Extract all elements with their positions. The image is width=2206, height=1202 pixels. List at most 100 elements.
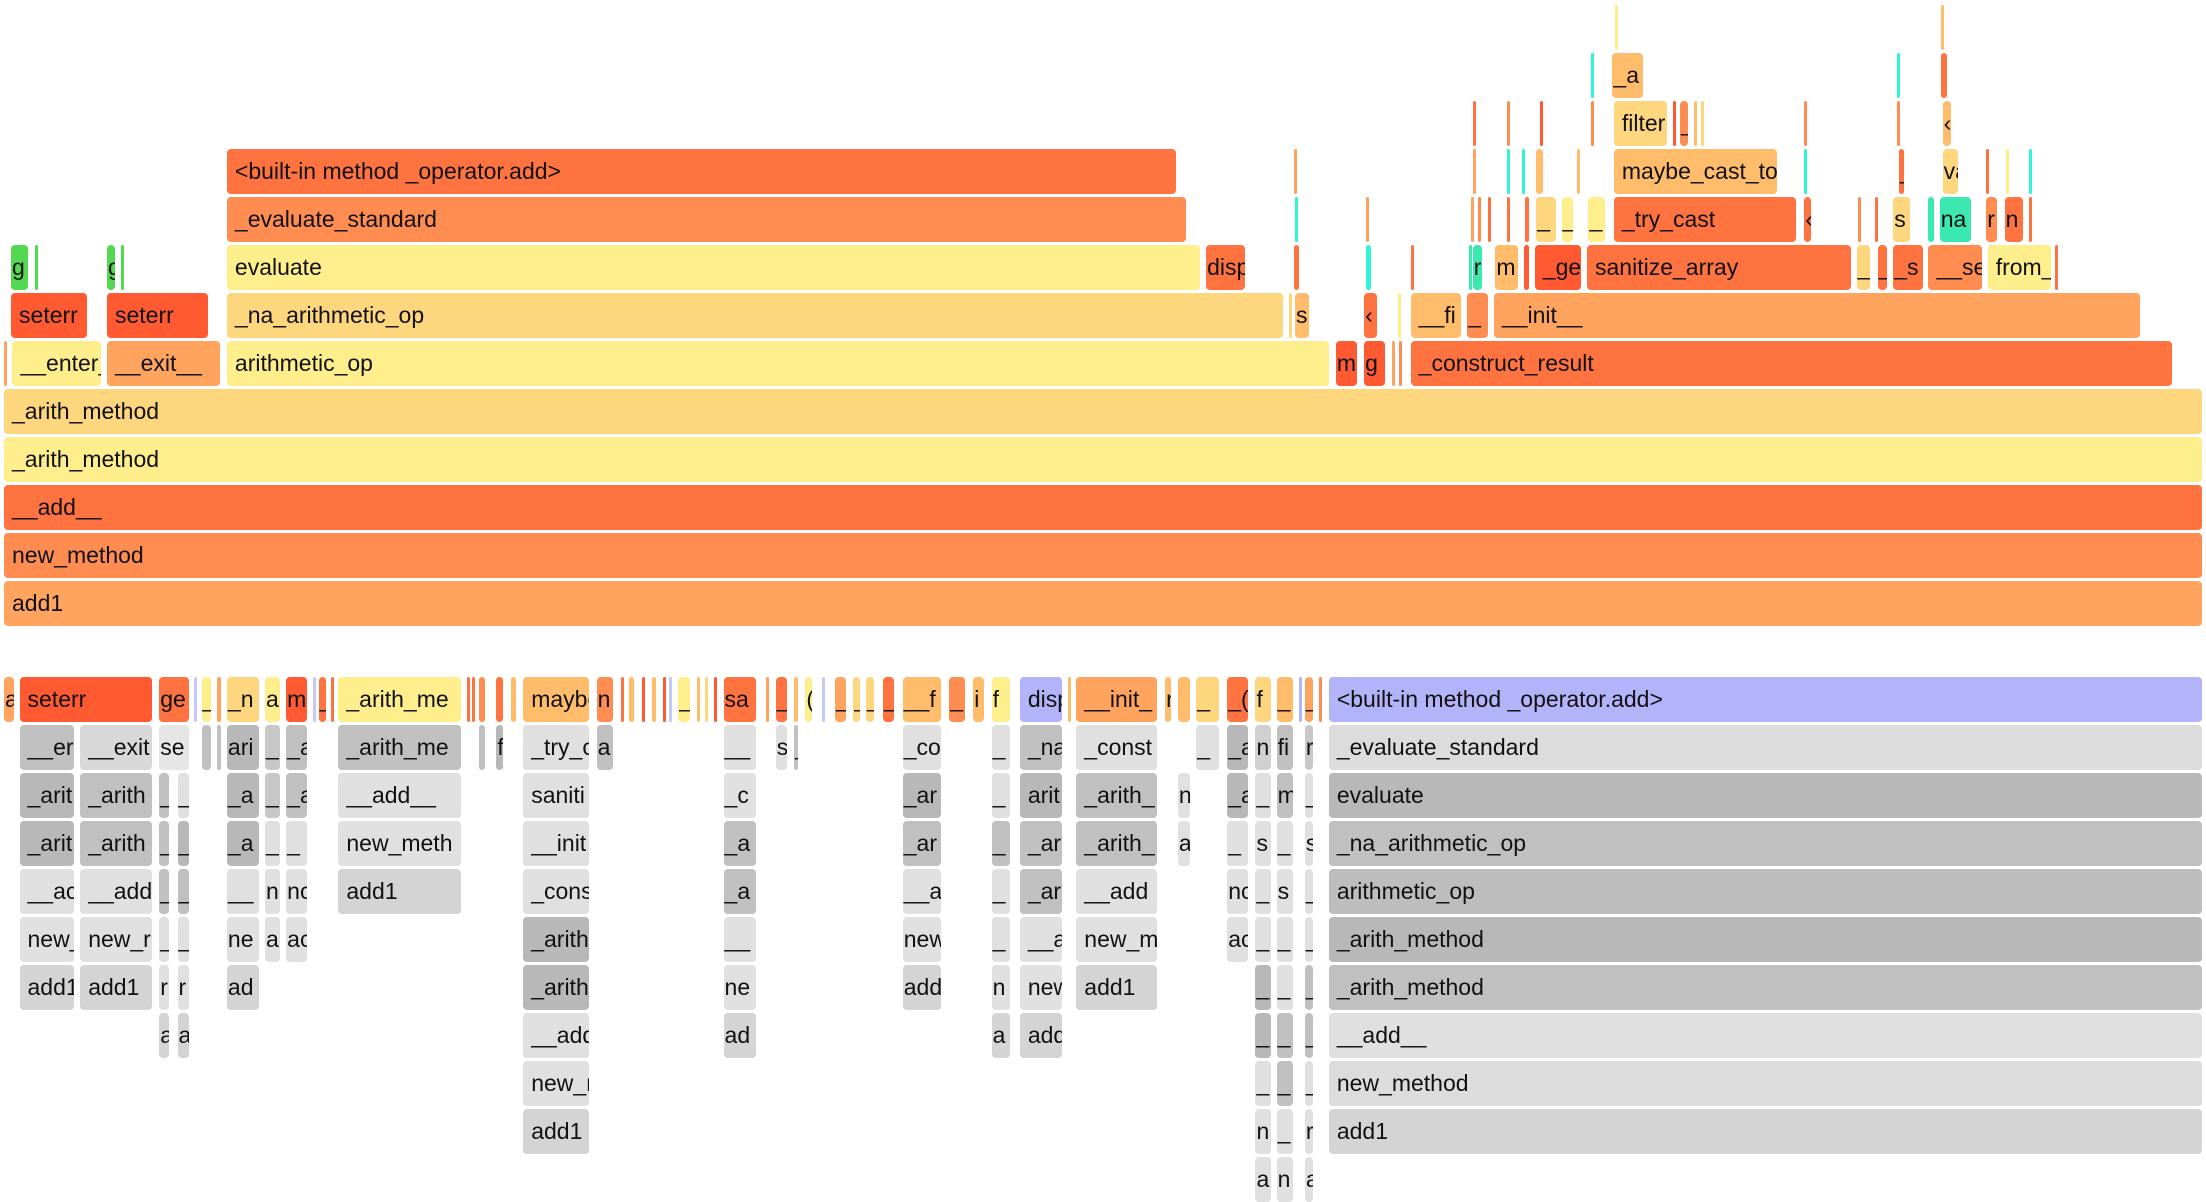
- bottom-frame[interactable]: add1: [1076, 965, 1157, 1010]
- top-frame[interactable]: _a: [1612, 53, 1644, 98]
- bottom-frame[interactable]: fi: [1276, 725, 1294, 770]
- bottom-frame[interactable]: [194, 677, 198, 722]
- top-frame[interactable]: from_: [1987, 245, 2052, 290]
- bottom-frame[interactable]: a: [265, 917, 281, 962]
- bottom-frame[interactable]: r: [1304, 725, 1314, 770]
- bottom-frame[interactable]: __a: [1019, 917, 1062, 962]
- top-frame[interactable]: _: [1680, 101, 1689, 146]
- bottom-frame[interactable]: _: [265, 725, 281, 770]
- bottom-frame[interactable]: __f: [902, 677, 941, 722]
- bottom-frame[interactable]: __ac: [19, 869, 75, 914]
- bottom-frame[interactable]: _a: [286, 773, 308, 818]
- bottom-frame[interactable]: _: [1227, 821, 1249, 866]
- bottom-frame[interactable]: _: [177, 821, 189, 866]
- bottom-frame[interactable]: _n: [226, 677, 260, 722]
- bottom-frame[interactable]: nc: [1227, 869, 1249, 914]
- bottom-frame[interactable]: _: [1304, 965, 1314, 1010]
- top-frame[interactable]: [1673, 101, 1677, 146]
- top-frame[interactable]: m: [1335, 341, 1357, 386]
- top-frame[interactable]: ‹: [1804, 197, 1812, 242]
- bottom-frame[interactable]: _: [866, 677, 875, 722]
- bottom-frame[interactable]: _a: [1227, 773, 1249, 818]
- bottom-frame[interactable]: _arith: [80, 821, 152, 866]
- bottom-frame[interactable]: ac: [286, 917, 308, 962]
- top-frame[interactable]: [1577, 149, 1581, 194]
- bottom-frame[interactable]: [217, 725, 222, 770]
- top-frame[interactable]: [1289, 293, 1293, 338]
- bottom-frame[interactable]: _(: [1227, 677, 1249, 722]
- bottom-frame[interactable]: _arith_: [1076, 821, 1157, 866]
- bottom-frame[interactable]: _: [991, 869, 1010, 914]
- top-frame[interactable]: [35, 245, 39, 290]
- bottom-frame[interactable]: [1067, 677, 1071, 722]
- bottom-frame[interactable]: _: [1276, 917, 1294, 962]
- bottom-frame[interactable]: _: [159, 821, 169, 866]
- top-frame[interactable]: filter: [1613, 101, 1668, 146]
- bottom-frame[interactable]: _na_arithmetic_op: [1328, 821, 2202, 866]
- top-frame[interactable]: _s: [1893, 245, 1923, 290]
- bottom-frame[interactable]: _a: [286, 725, 308, 770]
- bottom-frame[interactable]: __: [723, 725, 756, 770]
- top-frame[interactable]: [1591, 101, 1595, 146]
- bottom-frame[interactable]: add1: [523, 1109, 590, 1154]
- bottom-frame[interactable]: _ar: [1019, 869, 1062, 914]
- bottom-frame[interactable]: _: [1304, 917, 1314, 962]
- bottom-frame[interactable]: arithmetic_op: [1328, 869, 2202, 914]
- top-frame[interactable]: _arith_method: [4, 437, 2202, 482]
- bottom-frame[interactable]: n: [1255, 1109, 1271, 1154]
- bottom-frame[interactable]: ad: [723, 1013, 756, 1058]
- bottom-frame[interactable]: __exit: [80, 725, 152, 770]
- bottom-frame[interactable]: _: [177, 869, 189, 914]
- bottom-frame[interactable]: _: [1276, 965, 1294, 1010]
- bottom-frame[interactable]: se: [159, 725, 189, 770]
- bottom-frame[interactable]: f: [1255, 677, 1271, 722]
- bottom-frame[interactable]: [822, 677, 826, 722]
- bottom-frame[interactable]: ne: [226, 917, 260, 962]
- top-frame[interactable]: na: [1939, 197, 1971, 242]
- bottom-frame[interactable]: __init: [523, 821, 590, 866]
- bottom-frame[interactable]: _: [1255, 869, 1271, 914]
- bottom-frame[interactable]: _arit: [19, 821, 75, 866]
- bottom-frame[interactable]: ge: [159, 677, 189, 722]
- bottom-frame[interactable]: _arith_method: [1328, 965, 2202, 1010]
- bottom-frame[interactable]: (: [805, 677, 813, 722]
- bottom-frame[interactable]: __add: [80, 869, 152, 914]
- bottom-frame[interactable]: a: [4, 677, 14, 722]
- top-frame[interactable]: __enter__: [12, 341, 102, 386]
- bottom-frame[interactable]: _arith: [523, 917, 590, 962]
- top-frame[interactable]: evaluate: [226, 245, 1201, 290]
- top-frame[interactable]: _ge: [1534, 245, 1582, 290]
- top-frame[interactable]: sanitize_array: [1587, 245, 1851, 290]
- bottom-frame[interactable]: _: [991, 821, 1010, 866]
- bottom-frame[interactable]: m: [286, 677, 308, 722]
- bottom-frame[interactable]: [705, 677, 709, 722]
- bottom-frame[interactable]: _: [1276, 1013, 1294, 1058]
- bottom-frame[interactable]: _: [678, 677, 690, 722]
- top-frame[interactable]: [1874, 197, 1878, 242]
- bottom-frame[interactable]: _na: [1019, 725, 1062, 770]
- top-frame[interactable]: [1897, 101, 1901, 146]
- bottom-frame[interactable]: __add: [523, 1013, 590, 1058]
- bottom-frame[interactable]: _a: [226, 773, 260, 818]
- top-frame[interactable]: arithmetic_op: [226, 341, 1329, 386]
- bottom-frame[interactable]: m: [1276, 773, 1294, 818]
- top-frame[interactable]: s: [1294, 293, 1309, 338]
- top-frame[interactable]: new_method: [4, 533, 2202, 578]
- bottom-frame[interactable]: _c: [723, 773, 756, 818]
- top-frame[interactable]: <built-in method _operator.add>: [226, 149, 1177, 194]
- bottom-frame[interactable]: [651, 677, 656, 722]
- bottom-frame[interactable]: _: [159, 917, 169, 962]
- bottom-frame[interactable]: arit: [1019, 773, 1062, 818]
- top-frame[interactable]: va: [1942, 149, 1958, 194]
- top-frame[interactable]: [1392, 341, 1396, 386]
- bottom-frame[interactable]: sa: [723, 677, 756, 722]
- bottom-frame[interactable]: _: [177, 917, 189, 962]
- bottom-frame[interactable]: _ar: [902, 821, 941, 866]
- bottom-frame[interactable]: a: [159, 1013, 169, 1058]
- bottom-frame[interactable]: add: [1019, 1013, 1062, 1058]
- bottom-frame[interactable]: s: [1276, 869, 1294, 914]
- bottom-frame[interactable]: _cons: [523, 869, 590, 914]
- bottom-frame[interactable]: _: [1196, 725, 1219, 770]
- top-frame[interactable]: [1472, 149, 1476, 194]
- bottom-frame[interactable]: add: [902, 965, 941, 1010]
